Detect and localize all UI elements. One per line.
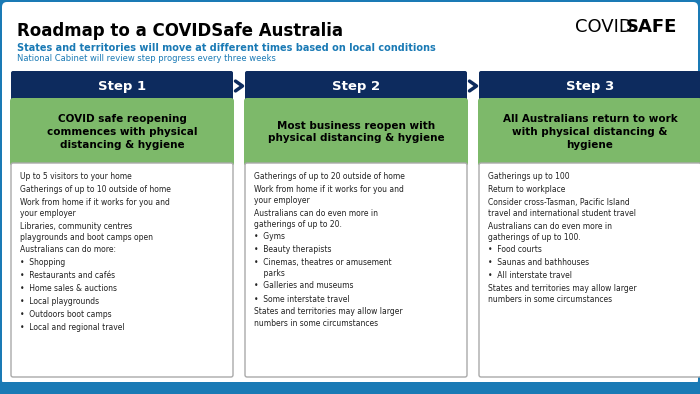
Text: National Cabinet will review step progress every three weeks: National Cabinet will review step progre… — [17, 54, 276, 63]
Text: •  Home sales & auctions: • Home sales & auctions — [20, 284, 117, 293]
FancyBboxPatch shape — [245, 163, 467, 377]
Text: •  Gyms: • Gyms — [254, 232, 285, 241]
Text: Roadmap to a COVIDSafe Australia: Roadmap to a COVIDSafe Australia — [17, 22, 343, 40]
Text: States and territories may allow larger
numbers in some circumstances: States and territories may allow larger … — [488, 284, 636, 304]
Text: Gatherings of up to 10 outside of home: Gatherings of up to 10 outside of home — [20, 185, 171, 194]
Text: Libraries, community centres
playgrounds and boot camps open: Libraries, community centres playgrounds… — [20, 221, 153, 242]
Text: All Australians return to work
with physical distancing &
hygiene: All Australians return to work with phys… — [503, 114, 678, 150]
Text: •  Restaurants and cafés: • Restaurants and cafés — [20, 271, 115, 280]
FancyBboxPatch shape — [478, 98, 700, 166]
Text: •  Saunas and bathhouses: • Saunas and bathhouses — [488, 258, 589, 267]
Text: COVID: COVID — [575, 18, 633, 36]
Text: States and territories will move at different times based on local conditions: States and territories will move at diff… — [17, 43, 435, 53]
Text: •  All interstate travel: • All interstate travel — [488, 271, 572, 280]
Text: Australians can do more:: Australians can do more: — [20, 245, 116, 254]
Text: •  Beauty therapists: • Beauty therapists — [254, 245, 332, 254]
Text: COVID safe reopening
commences with physical
distancing & hygiene: COVID safe reopening commences with phys… — [47, 114, 197, 150]
Bar — [0, 382, 700, 394]
Text: •  Shopping: • Shopping — [20, 258, 65, 267]
Text: •  Food courts: • Food courts — [488, 245, 542, 254]
Text: SAFE: SAFE — [626, 18, 678, 36]
Text: Australians can do even more in
gatherings of up to 20.: Australians can do even more in gatherin… — [254, 208, 378, 229]
Text: Step 3: Step 3 — [566, 80, 614, 93]
Text: Work from home if it works for you and
your employer: Work from home if it works for you and y… — [20, 198, 170, 218]
FancyBboxPatch shape — [244, 98, 468, 166]
Text: Gatherings up to 100: Gatherings up to 100 — [488, 172, 570, 181]
Text: Step 1: Step 1 — [98, 80, 146, 93]
Text: •  Some interstate travel: • Some interstate travel — [254, 294, 349, 303]
Text: •  Galleries and museums: • Galleries and museums — [254, 281, 354, 290]
Text: •  Local playgrounds: • Local playgrounds — [20, 297, 99, 306]
FancyBboxPatch shape — [245, 71, 467, 101]
FancyBboxPatch shape — [479, 163, 700, 377]
FancyBboxPatch shape — [11, 163, 233, 377]
Text: •  Local and regional travel: • Local and regional travel — [20, 323, 125, 332]
Text: Australians can do even more in
gatherings of up to 100.: Australians can do even more in gatherin… — [488, 221, 612, 242]
Text: States and territories may allow larger
numbers in some circumstances: States and territories may allow larger … — [254, 307, 402, 327]
Text: Work from home if it works for you and
your employer: Work from home if it works for you and y… — [254, 185, 404, 205]
Text: Most business reopen with
physical distancing & hygiene: Most business reopen with physical dista… — [267, 121, 444, 143]
FancyBboxPatch shape — [2, 2, 698, 385]
FancyBboxPatch shape — [11, 71, 233, 101]
Text: Up to 5 visitors to your home: Up to 5 visitors to your home — [20, 172, 132, 181]
Text: •  Outdoors boot camps: • Outdoors boot camps — [20, 310, 111, 319]
Text: Gatherings of up to 20 outside of home: Gatherings of up to 20 outside of home — [254, 172, 405, 181]
Text: Consider cross-Tasman, Pacific Island
travel and international student travel: Consider cross-Tasman, Pacific Island tr… — [488, 198, 636, 218]
Text: •  Cinemas, theatres or amusement
    parks: • Cinemas, theatres or amusement parks — [254, 258, 391, 278]
Text: Return to workplace: Return to workplace — [488, 185, 566, 194]
Text: Step 2: Step 2 — [332, 80, 380, 93]
FancyBboxPatch shape — [479, 71, 700, 101]
FancyBboxPatch shape — [10, 98, 234, 166]
